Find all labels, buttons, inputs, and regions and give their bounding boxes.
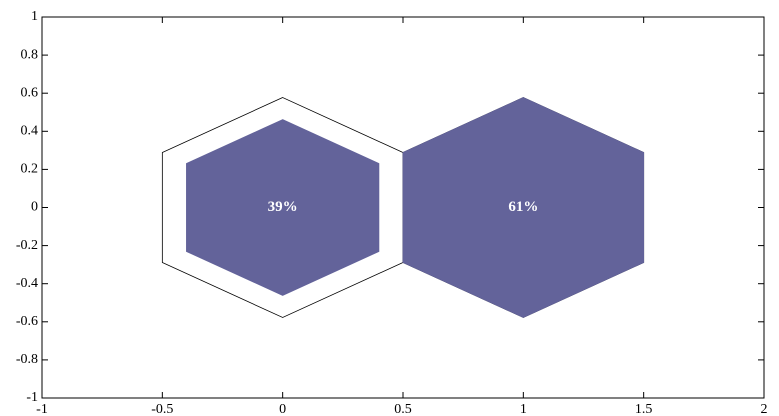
x-tick-label: 0 xyxy=(279,402,286,416)
y-tick-label: 1 xyxy=(31,9,38,24)
x-tick-label: -0.5 xyxy=(151,402,173,416)
value-label: 39% xyxy=(268,199,298,215)
y-tick-label: 0.6 xyxy=(21,85,39,100)
y-tick-label: 0.2 xyxy=(21,162,39,177)
y-tick-label: -0.8 xyxy=(16,352,38,367)
hexagon xyxy=(186,119,380,296)
y-tick-label: 0.8 xyxy=(21,47,39,62)
y-tick-label: -0.2 xyxy=(16,238,38,253)
hexagon xyxy=(402,97,645,318)
y-tick-label: -0.4 xyxy=(16,276,38,291)
value-label: 61% xyxy=(508,199,538,215)
x-tick-label: 0.5 xyxy=(394,402,412,416)
y-tick-label: -1 xyxy=(26,390,38,405)
x-tick-label: 1 xyxy=(520,402,527,416)
y-tick-label: 0 xyxy=(31,200,38,215)
x-tick-label: -1 xyxy=(36,402,48,416)
y-tick-label: -0.6 xyxy=(16,314,38,329)
x-tick-label: 2 xyxy=(761,402,768,416)
x-tick-label: 1.5 xyxy=(635,402,653,416)
y-tick-label: 0.4 xyxy=(21,124,39,139)
